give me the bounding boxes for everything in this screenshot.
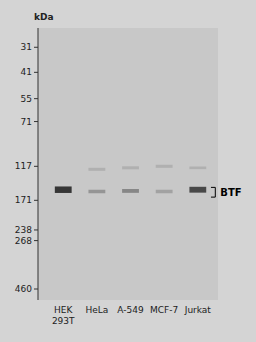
y-tick — [34, 229, 38, 230]
y-tick-label: 31 — [21, 42, 32, 52]
y-tick — [34, 289, 38, 290]
y-tick-label: 460 — [15, 284, 32, 294]
band — [88, 168, 105, 171]
y-tick-label: 41 — [21, 67, 32, 77]
y-tick — [34, 240, 38, 241]
band — [55, 186, 72, 192]
x-tick-label: MCF-7 — [150, 305, 178, 315]
y-tick-label: 238 — [15, 225, 32, 235]
bracket-tick — [211, 187, 215, 188]
y-tick — [34, 98, 38, 99]
y-tick — [34, 121, 38, 122]
band — [189, 167, 206, 170]
chart: 460 268238 171 117 71 55 41 31 kDa HEK293T HeLa A-5… — [0, 0, 256, 342]
x-tick-label: HEK293T — [52, 305, 75, 326]
y-tick — [34, 200, 38, 201]
y-axis-label: kDa — [34, 12, 54, 22]
y-tick-label: 71 — [21, 117, 32, 127]
y-axis-line — [38, 28, 39, 300]
x-tick-label: A-549 — [117, 305, 144, 315]
band — [156, 190, 173, 193]
x-tick-label: Jurkat — [184, 305, 212, 315]
bracket-tick — [211, 197, 215, 198]
y-tick-label: 117 — [15, 161, 32, 171]
y-tick-label: 55 — [21, 94, 32, 104]
y-tick — [34, 166, 38, 167]
y-tick-label: 171 — [15, 195, 32, 205]
bracket-line — [215, 187, 216, 197]
x-tick-label: HeLa — [85, 305, 108, 315]
band — [156, 165, 173, 168]
y-tick-label: 268 — [15, 236, 32, 246]
y-tick — [34, 47, 38, 48]
y-tick — [34, 72, 38, 73]
band — [122, 189, 139, 193]
annotation: BTF — [220, 187, 241, 198]
bands — [55, 165, 206, 193]
band — [88, 190, 105, 193]
plot-area — [38, 28, 218, 300]
band — [189, 187, 206, 193]
band — [122, 166, 139, 169]
